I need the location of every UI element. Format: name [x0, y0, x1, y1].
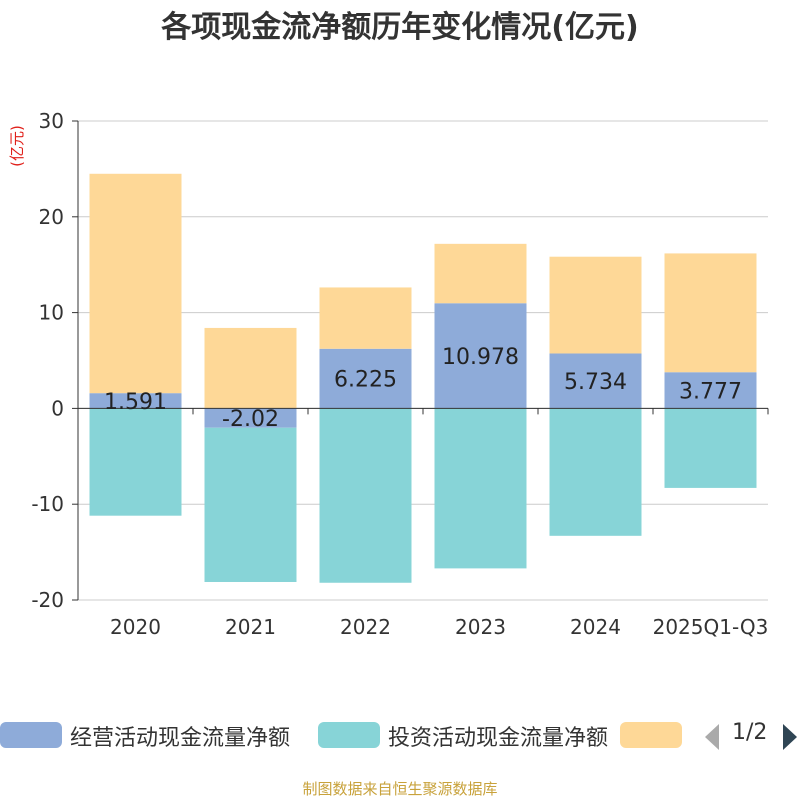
legend-swatch-operating[interactable]	[0, 722, 62, 748]
bar-2-2023	[434, 408, 527, 569]
y-tick-label: -20	[31, 588, 64, 612]
data-label: 3.777	[679, 379, 742, 404]
legend-swatch-financing[interactable]	[620, 722, 682, 748]
y-tick-label: 20	[39, 205, 64, 229]
bar-3-2024	[549, 256, 642, 354]
data-label: -2.02	[222, 407, 279, 432]
bar-2-2022	[319, 408, 412, 583]
legend-label-operating[interactable]: 经营活动现金流量净额	[70, 726, 291, 751]
data-label: 10.978	[442, 345, 519, 370]
bar-1-2021	[204, 408, 297, 428]
legend-prev-icon[interactable]	[704, 724, 720, 750]
x-tick-label: 2024	[570, 615, 621, 639]
x-tick-label: 2020	[110, 615, 161, 639]
bar-3-2022	[319, 287, 412, 349]
x-tick-label: 2025Q1-Q3	[653, 615, 769, 639]
bar-2-2021	[204, 427, 297, 582]
x-tick-label: 2021	[225, 615, 276, 639]
legend-page-indicator: 1/2	[732, 720, 768, 745]
bar-1-2023	[434, 303, 527, 409]
data-labels: 1.591 -2.02 6.225 10.978 5.734 3.777	[104, 345, 742, 432]
x-tick-label: 2022	[340, 615, 391, 639]
bar-3-2020	[89, 173, 182, 394]
y-tick-label: -10	[31, 492, 64, 516]
bar-3-2023	[434, 243, 527, 304]
y-axis-label: (亿元)	[8, 125, 26, 167]
bar-3-2025Q1-Q3	[664, 253, 757, 373]
data-label: 5.734	[564, 370, 627, 395]
data-label: 6.225	[334, 368, 397, 393]
y-tick-label: 10	[39, 301, 64, 325]
source-note: 制图数据来自恒生聚源数据库	[302, 780, 498, 798]
bar-1-2025Q1-Q3	[664, 372, 757, 409]
bar-2-2025Q1-Q3	[664, 408, 757, 488]
legend-next-icon[interactable]	[782, 724, 798, 750]
legend-swatch-investing[interactable]	[318, 722, 380, 748]
legend-label-investing[interactable]: 投资活动现金流量净额	[388, 726, 609, 751]
y-tick-label: 30	[39, 109, 64, 133]
x-tick-label: 2023	[455, 615, 506, 639]
legend: 经营活动现金流量净额 投资活动现金流量净额 1/2	[0, 718, 800, 752]
bar-1-2022	[319, 348, 412, 409]
bar-2-2024	[549, 408, 642, 536]
bar-1-2020	[89, 393, 182, 409]
data-label: 1.591	[104, 390, 167, 415]
y-tick-label: 0	[51, 396, 64, 420]
bar-2-2020	[89, 408, 182, 516]
bar-3-2021	[204, 327, 297, 409]
axes: 30 20 10 0 -10 -20 2020 2021 2022 2023 2024 2025Q1-…	[31, 109, 769, 639]
chart-title: 各项现金流净额历年变化情况(亿元)	[160, 10, 638, 45]
bar-1-2024	[549, 353, 642, 409]
bars	[89, 173, 757, 583]
